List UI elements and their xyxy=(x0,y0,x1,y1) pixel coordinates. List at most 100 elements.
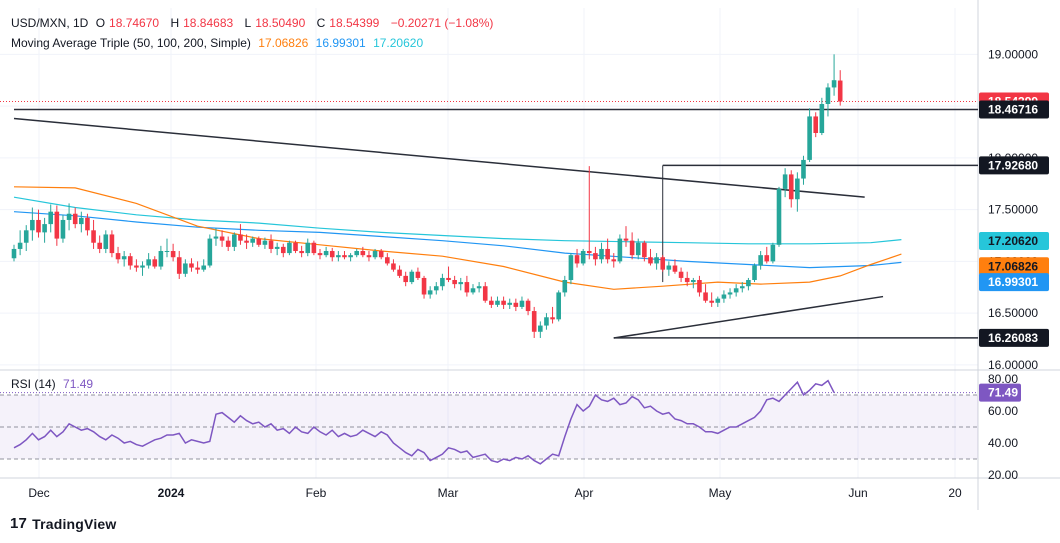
candle-body xyxy=(427,290,433,295)
candle-body xyxy=(305,242,311,254)
candle-body xyxy=(274,246,280,249)
price-tick-label: 16.00000 xyxy=(988,358,1038,372)
candle-body xyxy=(280,246,286,254)
price-label-text: 16.26083 xyxy=(988,331,1038,345)
candle xyxy=(299,245,304,258)
price-label-text: 17.06826 xyxy=(988,259,1038,273)
ma-label[interactable]: Moving Average Triple (50, 100, 200, Sim… xyxy=(11,36,251,50)
candle-body xyxy=(256,238,262,245)
candle-body xyxy=(91,230,96,243)
candle xyxy=(758,251,763,270)
time-tick-label: Mar xyxy=(438,486,459,500)
candle-body xyxy=(311,242,317,254)
candle-body xyxy=(11,248,17,259)
candle-body xyxy=(770,244,776,262)
candle xyxy=(837,70,843,106)
candle-body xyxy=(42,224,47,233)
candle xyxy=(134,259,139,272)
candle xyxy=(189,258,194,272)
candle-body xyxy=(464,282,470,293)
legend-rsi-row[interactable]: RSI (14) 71.49 xyxy=(11,377,97,391)
candle xyxy=(458,277,464,291)
candle xyxy=(801,155,806,185)
moving-averages xyxy=(13,186,902,290)
ma100-value: 16.99301 xyxy=(315,36,366,50)
legend-ma-row[interactable]: Moving Average Triple (50, 100, 200, Sim… xyxy=(11,36,427,50)
legend-symbol-row: USD/MXN, 1D O 18.74670 H 18.84683 L 18.5049… xyxy=(11,16,497,30)
candle xyxy=(525,298,531,316)
candle-body xyxy=(433,286,439,291)
price-label-level xyxy=(979,156,1049,175)
candle xyxy=(354,248,360,258)
candle-body xyxy=(574,255,580,264)
candle-body xyxy=(378,251,384,258)
candle xyxy=(176,251,182,279)
symbol-label[interactable]: USD/MXN, 1D xyxy=(11,16,89,30)
candle-body xyxy=(825,87,831,105)
candle-body xyxy=(666,265,672,270)
rsi-label[interactable]: RSI (14) xyxy=(11,377,56,391)
candle-body xyxy=(30,219,35,231)
candle xyxy=(501,296,506,309)
time-tick-label: Dec xyxy=(28,486,49,500)
candle-body xyxy=(225,240,231,247)
candle-body xyxy=(813,116,819,133)
candle-body xyxy=(586,251,592,254)
candle xyxy=(721,290,727,303)
candle-body xyxy=(617,238,623,262)
candle xyxy=(378,248,384,260)
candle xyxy=(115,246,121,264)
price-tick-label: 19.00000 xyxy=(988,47,1038,61)
candle xyxy=(507,298,513,309)
candle-body xyxy=(819,104,825,133)
candle-body xyxy=(299,251,304,254)
price-label-ma200 xyxy=(979,232,1049,251)
candle xyxy=(66,203,72,231)
candle xyxy=(635,238,641,260)
price-label-level xyxy=(979,100,1049,119)
candle-body xyxy=(752,265,757,281)
candle-body xyxy=(672,265,678,272)
candle xyxy=(348,253,353,262)
candle-body xyxy=(195,267,200,270)
candle-body xyxy=(697,280,702,293)
candle-body xyxy=(391,263,396,270)
high-value: 18.84683 xyxy=(183,16,234,30)
candle xyxy=(403,271,408,287)
candle xyxy=(568,253,574,285)
candle xyxy=(30,207,35,241)
candle-body xyxy=(654,257,659,264)
ma200-value: 17.20620 xyxy=(373,36,424,50)
candle xyxy=(531,306,537,338)
candle xyxy=(495,296,500,307)
candle xyxy=(415,267,421,281)
candle xyxy=(623,226,629,247)
candle-body xyxy=(593,253,598,260)
candle-body xyxy=(513,302,519,307)
candle-body xyxy=(684,277,690,283)
candle-body xyxy=(36,219,41,233)
candle-body xyxy=(48,211,54,225)
candle xyxy=(91,219,96,249)
tradingview-logo-icon: 17 xyxy=(10,515,28,532)
candle-body xyxy=(544,317,549,326)
candle-body xyxy=(293,242,298,252)
time-tick-label: May xyxy=(709,486,732,500)
candle xyxy=(617,234,623,264)
candle xyxy=(709,292,714,307)
candle xyxy=(195,261,200,274)
candle-body xyxy=(758,255,763,266)
high-label: H xyxy=(170,16,180,30)
candle xyxy=(642,240,647,262)
candle xyxy=(17,230,23,256)
candle xyxy=(776,186,782,247)
candle-body xyxy=(329,251,335,258)
candle-body xyxy=(733,288,739,293)
candle xyxy=(476,282,482,293)
candle-body xyxy=(213,236,219,239)
candle-body xyxy=(739,286,745,289)
candle xyxy=(611,253,617,268)
tradingview-logo[interactable]: 17 TradingView xyxy=(10,515,117,532)
candle xyxy=(538,321,543,338)
candle xyxy=(691,277,696,289)
